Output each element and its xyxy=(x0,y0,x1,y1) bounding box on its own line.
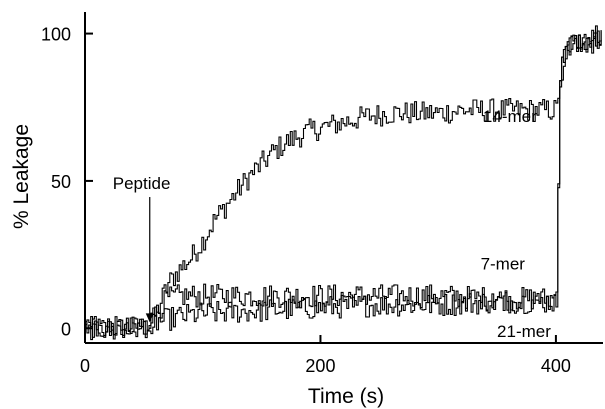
series-line-14-mer xyxy=(85,25,602,338)
series-line-21-mer xyxy=(85,31,602,341)
y-axis-title: % Leakage xyxy=(10,124,33,229)
peptide-arrowhead xyxy=(145,313,154,323)
x-axis-title: Time (s) xyxy=(308,385,384,408)
series-label-7-mer: 7-mer xyxy=(481,254,526,273)
y-tick-label: 0 xyxy=(61,319,71,339)
series-label-21-mer: 21-mer xyxy=(497,322,551,341)
labels: 0 50 100 0 200 400 Time (s) % Leakage 14-mer 7-me… xyxy=(10,25,571,408)
x-tick-label: 0 xyxy=(80,356,90,376)
plot-lines xyxy=(85,25,602,341)
peptide-annotation: Peptide xyxy=(113,174,171,193)
x-tick-label: 400 xyxy=(541,356,571,376)
y-tick-label: 100 xyxy=(41,25,71,45)
series-label-14-mer: 14-mer xyxy=(483,107,537,126)
x-tick-label: 200 xyxy=(305,356,335,376)
y-tick-label: 50 xyxy=(51,172,71,192)
axes xyxy=(84,12,603,344)
